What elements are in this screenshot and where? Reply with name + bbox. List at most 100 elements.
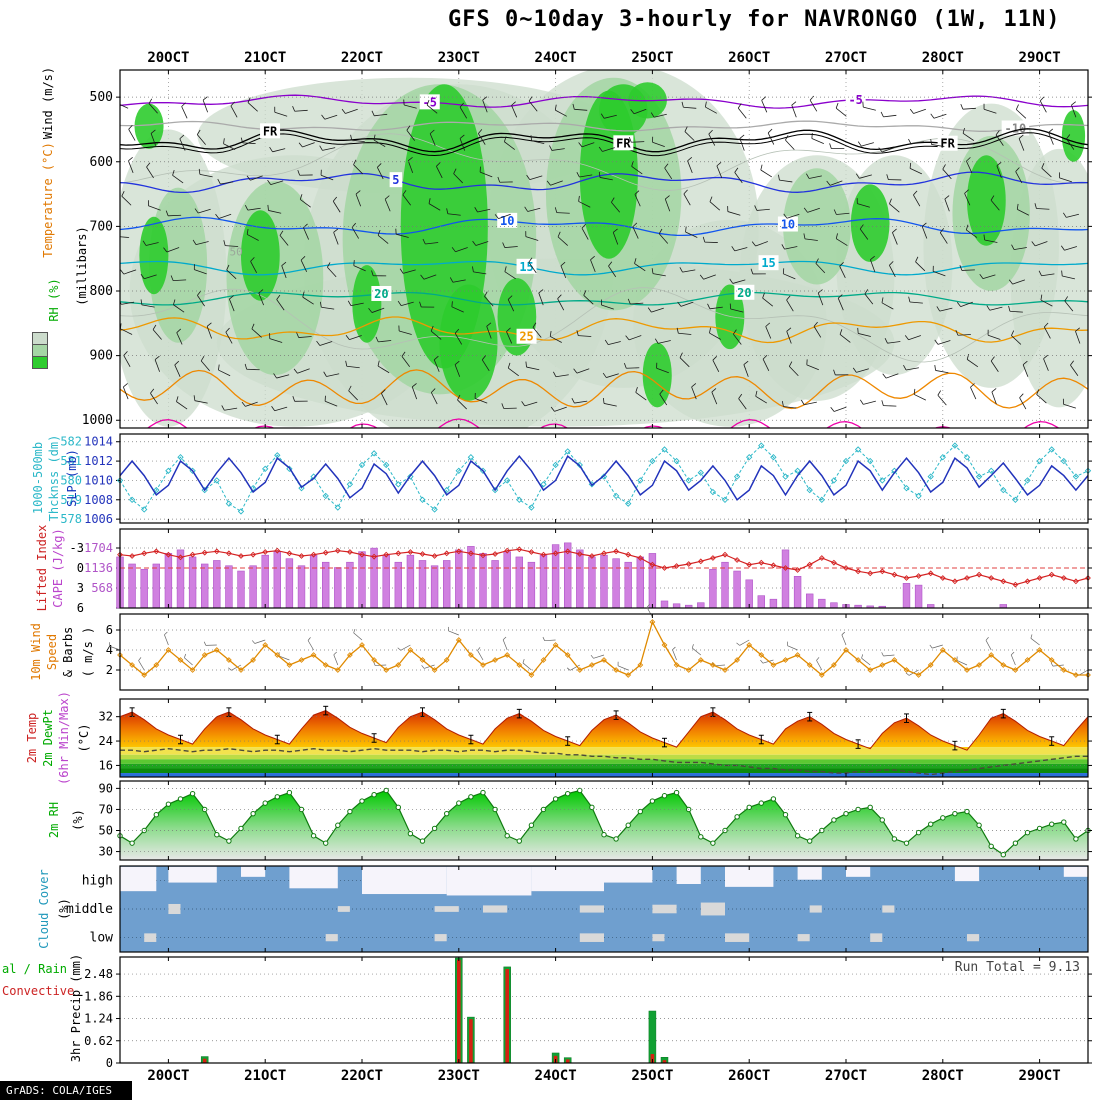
svg-text:low: low	[90, 931, 114, 946]
axis-label-degc: (°C)	[77, 723, 91, 753]
rh2m-panel: 90 70 50 30	[99, 780, 1092, 861]
svg-text:20: 20	[374, 287, 388, 301]
temp-dew-panel: 32 24 16	[99, 698, 1092, 778]
svg-text:50: 50	[230, 245, 243, 258]
svg-text:568: 568	[91, 581, 113, 595]
axis-label-2m-rh: 2m RH	[47, 801, 61, 839]
svg-text:20: 20	[737, 286, 751, 300]
precip-panel: 2.48 1.86 1.24 0.62 0 Run Total = 9.13	[84, 956, 1092, 1070]
svg-text:4: 4	[106, 643, 113, 657]
svg-text:600: 600	[90, 155, 113, 170]
svg-text:6: 6	[77, 601, 84, 615]
svg-text:2: 2	[106, 663, 113, 677]
svg-text:581: 581	[60, 454, 82, 468]
svg-text:700: 700	[90, 219, 113, 234]
svg-text:-5: -5	[848, 93, 862, 107]
svg-text:500: 500	[90, 90, 113, 105]
svg-text:25OCT: 25OCT	[631, 50, 673, 66]
svg-text:579: 579	[60, 493, 82, 507]
axis-label-cloud-cover: Cloud Cover	[37, 869, 51, 949]
axis-label-convective: Convective	[2, 984, 75, 998]
svg-text:22OCT: 22OCT	[341, 50, 383, 66]
svg-text:26OCT: 26OCT	[728, 50, 770, 66]
svg-text:2.48: 2.48	[84, 967, 113, 981]
svg-text:1012: 1012	[84, 454, 113, 468]
axis-label-2m-dewpt: 2m DewPt	[41, 709, 55, 767]
svg-text:24: 24	[99, 734, 113, 748]
axis-label-minmax: (6hr Min/Max)	[57, 691, 71, 785]
svg-text:FR: FR	[263, 124, 278, 138]
cloud-panel: high middle low	[66, 865, 1089, 953]
axis-label-lifted-index: Lifted Index	[35, 524, 49, 612]
svg-text:23OCT: 23OCT	[438, 1068, 480, 1084]
svg-text:578: 578	[60, 512, 82, 526]
svg-text:middle: middle	[66, 902, 113, 917]
svg-text:24OCT: 24OCT	[535, 50, 577, 66]
svg-text:23OCT: 23OCT	[438, 50, 480, 66]
svg-text:582: 582	[60, 435, 82, 449]
svg-text:50: 50	[99, 824, 113, 838]
svg-text:high: high	[82, 873, 113, 888]
axis-label-rh-pct: (%)	[71, 809, 85, 831]
svg-text:22OCT: 22OCT	[341, 1068, 383, 1084]
svg-text:580: 580	[60, 473, 82, 487]
svg-text:0: 0	[106, 1056, 113, 1070]
svg-text:21OCT: 21OCT	[244, 50, 286, 66]
chart-title: GFS 0~10day 3-hourly for NAVRONGO (1W, 1…	[448, 7, 1061, 32]
svg-text:32: 32	[99, 710, 113, 724]
svg-text:1136: 1136	[84, 561, 113, 575]
cape-li-panel: -3 0 3 6 1704 1136 568	[70, 528, 1092, 615]
axis-label-cape: CAPE (J/kg)	[51, 528, 65, 608]
svg-text:-5: -5	[423, 95, 437, 109]
svg-text:16: 16	[99, 758, 113, 772]
svg-text:6: 6	[106, 623, 113, 637]
svg-text:0: 0	[77, 561, 84, 575]
axis-label-temperature: Temperature (°C)	[41, 142, 55, 258]
svg-text:24OCT: 24OCT	[535, 1068, 577, 1084]
axis-label-2m-temp: 2m Temp	[25, 712, 39, 764]
svg-text:1.86: 1.86	[84, 989, 113, 1003]
axis-label-millibars: (millibars)	[75, 226, 89, 306]
axis-label-speed: Speed	[45, 633, 59, 671]
svg-text:29OCT: 29OCT	[1019, 1068, 1061, 1084]
rh-legend-swatch-bright	[32, 356, 48, 369]
axis-label-total-rain: al / Rain	[2, 962, 68, 976]
svg-text:27OCT: 27OCT	[825, 1068, 867, 1084]
svg-text:-3: -3	[70, 541, 84, 555]
axis-label-10m-wind: 10m Wind	[29, 623, 43, 681]
svg-text:90: 90	[99, 781, 113, 795]
axis-label-ms: ( m/s )	[81, 626, 95, 678]
svg-text:1008: 1008	[84, 493, 113, 507]
axis-label-cloud-pct: (%)	[57, 898, 71, 920]
svg-text:25: 25	[519, 330, 533, 344]
axis-label-thickness-1: 1000-500mb	[31, 441, 45, 515]
svg-text:30: 30	[99, 845, 113, 859]
svg-text:900: 900	[90, 349, 113, 364]
svg-text:1006: 1006	[84, 512, 113, 526]
axis-label-3hr-precip: 3hr Precip (mm)	[69, 953, 83, 1063]
svg-text:5: 5	[392, 173, 399, 187]
svg-text:15: 15	[519, 260, 533, 274]
cape-bars	[116, 542, 1008, 609]
svg-text:28OCT: 28OCT	[922, 50, 964, 66]
svg-text:800: 800	[90, 284, 113, 299]
wind10-panel: 6 4 2	[106, 604, 1092, 691]
svg-text:20OCT: 20OCT	[147, 50, 189, 66]
svg-text:1000: 1000	[82, 413, 113, 428]
axis-label-wind: Wind (m/s)	[41, 66, 55, 140]
svg-text:21OCT: 21OCT	[244, 1068, 286, 1084]
svg-text:1704: 1704	[84, 541, 113, 555]
svg-text:29OCT: 29OCT	[1019, 50, 1061, 66]
svg-text:1014: 1014	[84, 435, 113, 449]
svg-text:20OCT: 20OCT	[147, 1068, 189, 1084]
axis-label-slp: SLP (mb)	[65, 449, 79, 507]
axis-label-rh: RH (%)	[47, 278, 61, 322]
svg-text:FR: FR	[616, 136, 631, 150]
axis-label-thickness-2: Thcknss (dm)	[47, 434, 61, 522]
svg-text:1010: 1010	[84, 473, 113, 487]
axis-label-barbs: & Barbs	[61, 626, 75, 678]
svg-text:70: 70	[99, 802, 113, 816]
